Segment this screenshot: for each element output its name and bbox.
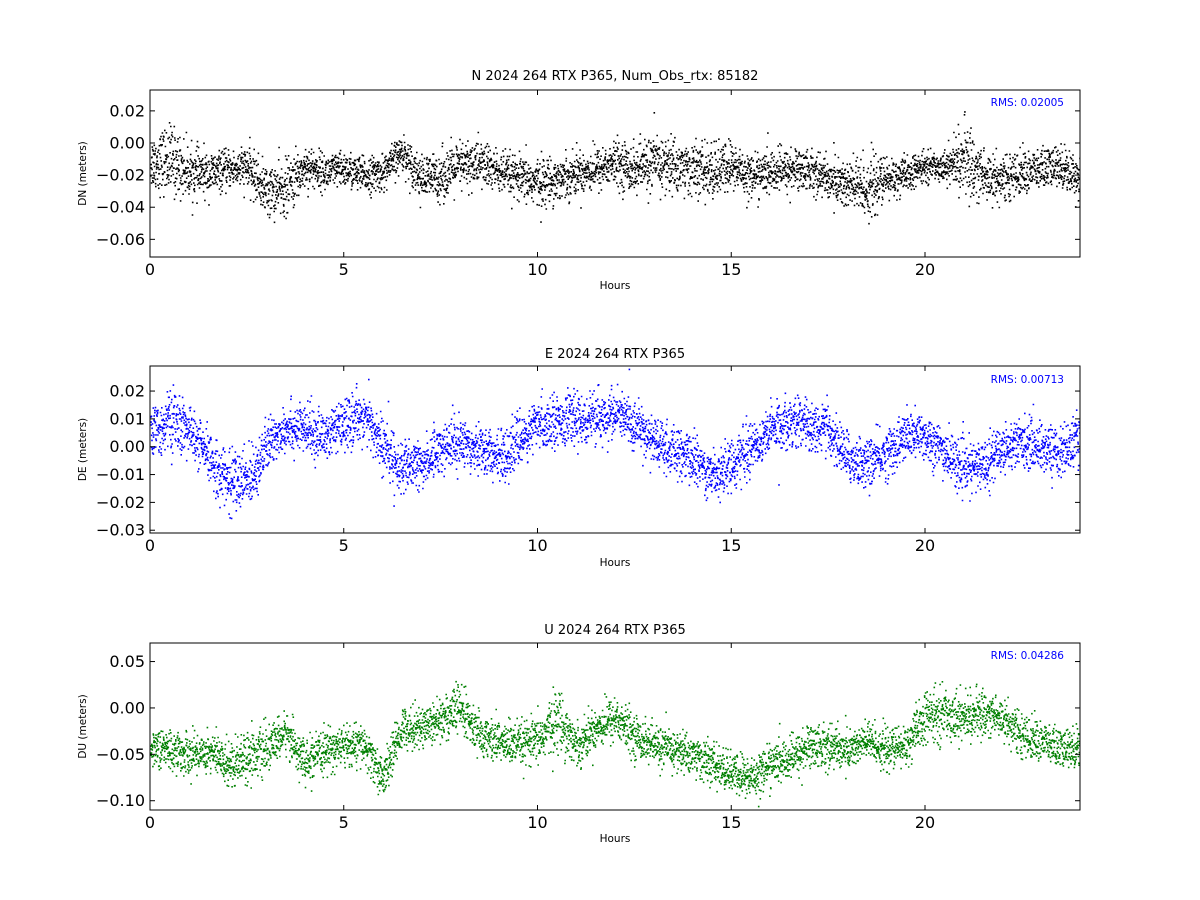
east-xtick-label: 10 (527, 536, 547, 555)
east-ytick-label: 0.02 (109, 382, 145, 401)
up-xtick-label: 20 (915, 813, 935, 832)
north-xtick-label: 10 (527, 260, 547, 279)
east-points (150, 368, 1080, 520)
up-xtick-label: 10 (527, 813, 547, 832)
north-data-points (150, 111, 1080, 225)
up-axes-frame (149, 642, 1081, 811)
east-y-axis-label: DE (meters) (77, 418, 89, 481)
east-ytick-label: 0.01 (109, 409, 145, 428)
north-yticks: 0.02 0.00 −0.02 −0.04 −0.06 (96, 101, 1080, 249)
up-rms-annotation: RMS: 0.04286 (991, 650, 1065, 662)
north-rms-annotation: RMS: 0.02005 (991, 97, 1064, 109)
north-ytick-label: −0.02 (96, 166, 145, 185)
up-yticks: 0.05 0.00 −0.05 −0.10 (96, 652, 1080, 810)
up-ytick-label: −0.05 (96, 745, 145, 764)
north-xtick-label: 5 (339, 260, 349, 279)
up-x-axis-label: Hours (600, 833, 631, 845)
east-x-axis-label: Hours (600, 557, 631, 569)
up-ytick-label: −0.10 (96, 791, 145, 810)
east-ytick-label: −0.01 (96, 465, 145, 484)
north-xtick-label: 15 (721, 260, 741, 279)
north-points (150, 111, 1080, 225)
up-ytick-label: 0.05 (109, 652, 145, 671)
up-panel: U 2024 264 RTX P365 0.05 0.00 −0.05 −0.10 0… (77, 623, 1081, 845)
north-xtick-label: 0 (145, 260, 155, 279)
up-y-axis-label: DU (meters) (77, 694, 89, 758)
up-xtick-label: 5 (339, 813, 349, 832)
north-ytick-label: −0.06 (96, 230, 145, 249)
east-ytick-label: 0.00 (109, 437, 145, 456)
east-panel: E 2024 264 RTX P365 0.02 0.01 0.00 −0.01 −0.… (77, 347, 1081, 569)
east-chart-title: E 2024 264 RTX P365 (545, 347, 685, 362)
north-chart-title: N 2024 264 RTX P365, Num_Obs_rtx: 85182 (472, 69, 759, 84)
north-x-axis-label: Hours (600, 280, 631, 292)
up-xtick-label: 15 (721, 813, 741, 832)
east-axes-frame (149, 365, 1081, 534)
east-yticks: 0.02 0.01 0.00 −0.01 −0.02 −0.03 (96, 382, 1080, 540)
up-xticks: 0 5 10 15 20 (145, 643, 935, 832)
north-axes-frame (149, 89, 1081, 258)
east-rms-annotation: RMS: 0.00713 (991, 374, 1064, 386)
east-xtick-label: 20 (915, 536, 935, 555)
east-xticks: 0 5 10 15 20 (145, 366, 935, 555)
north-ytick-label: 0.00 (109, 133, 145, 152)
east-xtick-label: 5 (339, 536, 349, 555)
up-xtick-label: 0 (145, 813, 155, 832)
up-ytick-label: 0.00 (109, 698, 145, 717)
east-ytick-label: −0.02 (96, 493, 145, 512)
east-xtick-label: 0 (145, 536, 155, 555)
north-xticks: 0 5 10 15 20 (145, 90, 935, 279)
north-ytick-label: −0.04 (96, 198, 145, 217)
north-xtick-label: 20 (915, 260, 935, 279)
east-xtick-label: 15 (721, 536, 741, 555)
up-chart-title: U 2024 264 RTX P365 (544, 623, 686, 638)
north-panel: N 2024 264 RTX P365, Num_Obs_rtx: 85182 … (77, 69, 1081, 292)
east-data-points (150, 368, 1080, 520)
north-ytick-label: 0.02 (109, 101, 145, 120)
east-ytick-label: −0.03 (96, 521, 145, 540)
north-y-axis-label: DN (meters) (77, 141, 89, 206)
